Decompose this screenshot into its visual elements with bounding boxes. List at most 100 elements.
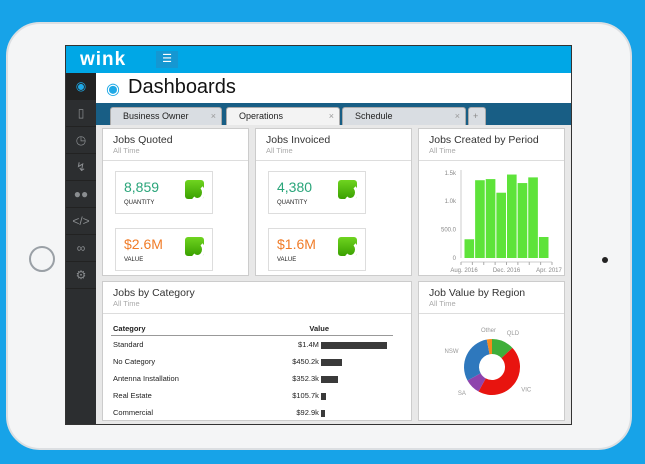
job-value-by-region-card: Job Value by Region All Time QLD VIC SA NSW O…: [418, 281, 565, 421]
bar-chart: 0 500.0 1.0k 1.5k Aug. 2016 Dec. 2016 Apr. 201…: [441, 170, 563, 274]
card-title: Jobs Invoiced: [266, 134, 331, 146]
category-table: Category Value Standard $1.4M No Category $…: [111, 322, 393, 421]
slice-label: NSW: [445, 349, 459, 355]
card-title: Jobs Quoted: [113, 134, 173, 146]
quantity-label: QUANTITY: [277, 200, 308, 206]
category-value: $1.4M: [298, 340, 319, 349]
dashboard-icon: ◉: [106, 81, 120, 98]
home-button[interactable]: [29, 246, 55, 272]
kpi-icon: [338, 180, 358, 201]
kpi-icon: [338, 237, 358, 258]
logo: wink: [80, 49, 127, 70]
hamburger-icon[interactable]: ☰: [156, 51, 178, 68]
title-bar: ◉ Dashboards: [96, 73, 571, 103]
value-kpi: $1.6M VALUE: [268, 228, 366, 271]
bar: [485, 179, 496, 258]
card-subtitle: All Time: [113, 146, 140, 155]
value-kpi: $2.6M VALUE: [115, 228, 213, 271]
category-name: No Category: [113, 357, 156, 366]
bar: [464, 239, 475, 258]
x-tick-label: Apr. 2017: [536, 268, 562, 274]
slice-label: VIC: [521, 388, 532, 394]
category-name: Antenna Installation: [113, 374, 179, 383]
tab-schedule[interactable]: Schedule ×: [342, 107, 466, 125]
quantity-kpi: 8,859 QUANTITY: [115, 171, 213, 214]
tab-business-owner[interactable]: Business Owner ×: [110, 107, 222, 125]
category-bar: [321, 375, 338, 383]
category-bar: [321, 409, 326, 417]
close-icon[interactable]: ×: [210, 111, 216, 121]
column-header: Category: [111, 322, 226, 336]
card-title: Jobs Created by Period: [429, 134, 539, 146]
bar: [538, 236, 549, 258]
x-tick-label: Aug. 2016: [450, 268, 478, 274]
x-tick-label: Dec. 2016: [493, 268, 521, 274]
category-bar: [321, 358, 343, 366]
donut-chart: QLD VIC SA NSW Other: [445, 328, 532, 397]
jobs-quoted-card: Jobs Quoted All Time 8,859 QUANTITY $2.6M V…: [102, 128, 249, 276]
sidebar: ◉ ▯ ◷ ↯ ●● </> ∞ ⚙: [66, 73, 96, 424]
value-label: VALUE: [124, 257, 144, 263]
value-value: $1.6M: [277, 236, 316, 252]
slice-qld: [492, 339, 513, 359]
card-title: Job Value by Region: [429, 287, 526, 299]
card-subtitle: All Time: [113, 299, 140, 308]
slice-sa: [467, 373, 486, 392]
quantity-label: QUANTITY: [124, 200, 155, 206]
category-value: $450.2k: [292, 357, 319, 366]
table-row: No Category $450.2k: [111, 353, 393, 370]
bar: [507, 174, 517, 258]
bar: [528, 177, 538, 258]
category-value: $352.3k: [292, 374, 319, 383]
quantity-value: 8,859: [124, 179, 160, 195]
tab-label: Operations: [239, 111, 284, 121]
slice-nsw: [464, 339, 490, 381]
table-row: Real Estate $105.7k: [111, 387, 393, 404]
clock-icon[interactable]: ◷: [66, 127, 96, 154]
jobs-by-period-card: Jobs Created by Period All Time 0 500.0 1.0…: [418, 128, 565, 276]
y-tick-label: 500.0: [441, 228, 457, 234]
card-subtitle: All Time: [266, 146, 293, 155]
tab-label: Business Owner: [123, 111, 189, 121]
lightning-icon[interactable]: ↯: [66, 154, 96, 181]
table-row: Standard $1.4M: [111, 336, 393, 354]
quantity-value: 4,380: [277, 179, 313, 195]
bar: [517, 183, 528, 258]
close-icon[interactable]: ×: [328, 111, 334, 121]
dashboard-icon[interactable]: ◉: [66, 73, 96, 100]
card-title: Jobs by Category: [113, 287, 195, 299]
tab-operations[interactable]: Operations ×: [226, 107, 340, 125]
slice-vic: [478, 347, 520, 395]
tab-bar: Business Owner × Operations × Schedule × +: [96, 103, 571, 125]
card-subtitle: All Time: [429, 299, 456, 308]
users-icon[interactable]: ●●: [66, 181, 96, 208]
kpi-icon: [185, 237, 205, 258]
y-tick-label: 1.5k: [445, 171, 457, 177]
category-value: $105.7k: [292, 391, 319, 400]
jobs-invoiced-card: Jobs Invoiced All Time 4,380 QUANTITY $1.6…: [255, 128, 412, 276]
add-tab-button[interactable]: +: [468, 107, 486, 125]
bar: [496, 192, 506, 258]
card-subtitle: All Time: [429, 146, 456, 155]
category-name: Standard: [113, 340, 144, 349]
link-icon[interactable]: ∞: [66, 235, 96, 262]
column-header: Value: [225, 322, 393, 336]
category-bar: [321, 341, 387, 349]
quantity-kpi: 4,380 QUANTITY: [268, 171, 366, 214]
category-value: $92.9k: [296, 408, 319, 417]
top-bar: wink ☰: [66, 46, 571, 73]
value-value: $2.6M: [124, 236, 163, 252]
slice-label: SA: [458, 391, 466, 397]
gears-icon[interactable]: ⚙: [66, 262, 96, 289]
slice-label: QLD: [507, 331, 520, 337]
bar: [475, 180, 485, 258]
camera: [602, 257, 608, 263]
value-label: VALUE: [277, 257, 297, 263]
slice-label: Other: [481, 328, 496, 334]
code-icon[interactable]: </>: [66, 208, 96, 235]
table-row: Commercial $92.9k: [111, 404, 393, 421]
table-row: Antenna Installation $352.3k: [111, 370, 393, 387]
document-icon[interactable]: ▯: [66, 100, 96, 127]
close-icon[interactable]: ×: [454, 111, 460, 121]
category-name: Commercial: [113, 408, 154, 417]
